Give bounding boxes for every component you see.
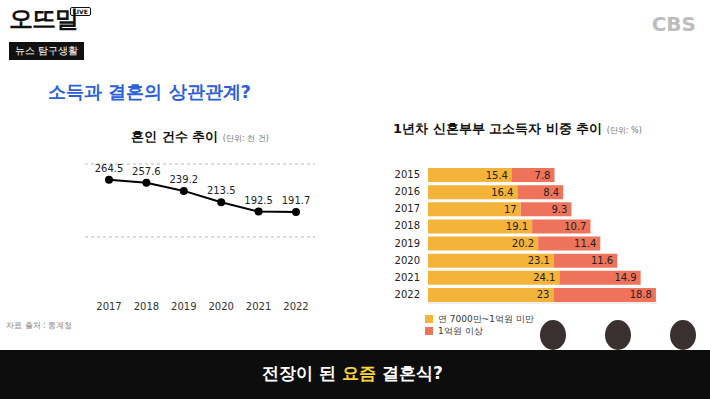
- svg-text:2022: 2022: [283, 301, 308, 312]
- svg-text:2019: 2019: [171, 301, 196, 312]
- svg-text:11.6: 11.6: [591, 255, 613, 266]
- svg-text:2020: 2020: [395, 255, 420, 266]
- svg-text:20.2: 20.2: [512, 238, 534, 249]
- svg-text:23.1: 23.1: [528, 255, 550, 266]
- svg-text:2020: 2020: [208, 301, 233, 312]
- svg-text:24.1: 24.1: [533, 272, 555, 283]
- html-text:전장이 된 요즘 결혼식?: 전장이 된 요즘 결혼식?: [262, 363, 443, 383]
- svg-text:15.4: 15.4: [486, 170, 508, 181]
- svg-text:2018: 2018: [134, 301, 159, 312]
- svg-text:23: 23: [537, 289, 550, 300]
- html-text:오뜨밀: 오뜨밀: [9, 5, 78, 33]
- svg-text:257.6: 257.6: [132, 166, 161, 177]
- html-text:연 7000만~1억원 미만: 연 7000만~1억원 미만: [438, 313, 534, 324]
- svg-text:17: 17: [504, 204, 517, 215]
- html-text:1년차 신혼부부 고소득자 비중 추이 (단위: %): 1년차 신혼부부 고소득자 비중 추이 (단위: %): [393, 121, 642, 136]
- svg-text:8.4: 8.4: [543, 187, 559, 198]
- html-text:자료 출처 : 통계청: 자료 출처 : 통계청: [6, 321, 73, 330]
- html-text:소득과 결혼의 상관관계?: 소득과 결혼의 상관관계?: [48, 81, 251, 102]
- svg-text:213.5: 213.5: [207, 185, 236, 196]
- svg-text:7.8: 7.8: [535, 170, 551, 181]
- svg-text:9.3: 9.3: [551, 204, 567, 215]
- svg-text:2016: 2016: [395, 186, 420, 197]
- html-text:혼인 건수 추이 (단위: 천 건): 혼인 건수 추이 (단위: 천 건): [131, 129, 269, 144]
- html-text:CBS: CBS: [651, 12, 696, 36]
- svg-text:2017: 2017: [395, 203, 420, 214]
- svg-text:2018: 2018: [395, 220, 420, 231]
- svg-text:264.5: 264.5: [95, 163, 124, 174]
- svg-text:239.2: 239.2: [169, 174, 198, 185]
- svg-text:2021: 2021: [395, 272, 420, 283]
- svg-text:10.7: 10.7: [564, 221, 586, 232]
- svg-text:18.8: 18.8: [630, 289, 652, 300]
- svg-text:2017: 2017: [96, 301, 121, 312]
- svg-text:19.1: 19.1: [506, 221, 528, 232]
- svg-text:2015: 2015: [395, 169, 420, 180]
- svg-text:191.7: 191.7: [282, 195, 311, 206]
- svg-text:11.4: 11.4: [574, 238, 596, 249]
- svg-text:16.4: 16.4: [491, 187, 513, 198]
- svg-text:14.9: 14.9: [614, 272, 636, 283]
- svg-text:2022: 2022: [395, 289, 420, 300]
- html-text:LIVE: LIVE: [73, 8, 88, 15]
- html-text:1억원 이상: 1억원 이상: [438, 325, 483, 336]
- svg-text:192.5: 192.5: [244, 195, 273, 206]
- html-text:뉴스 탐구생활: 뉴스 탐구생활: [15, 45, 79, 56]
- svg-text:2019: 2019: [395, 238, 420, 249]
- svg-text:2021: 2021: [246, 301, 271, 312]
